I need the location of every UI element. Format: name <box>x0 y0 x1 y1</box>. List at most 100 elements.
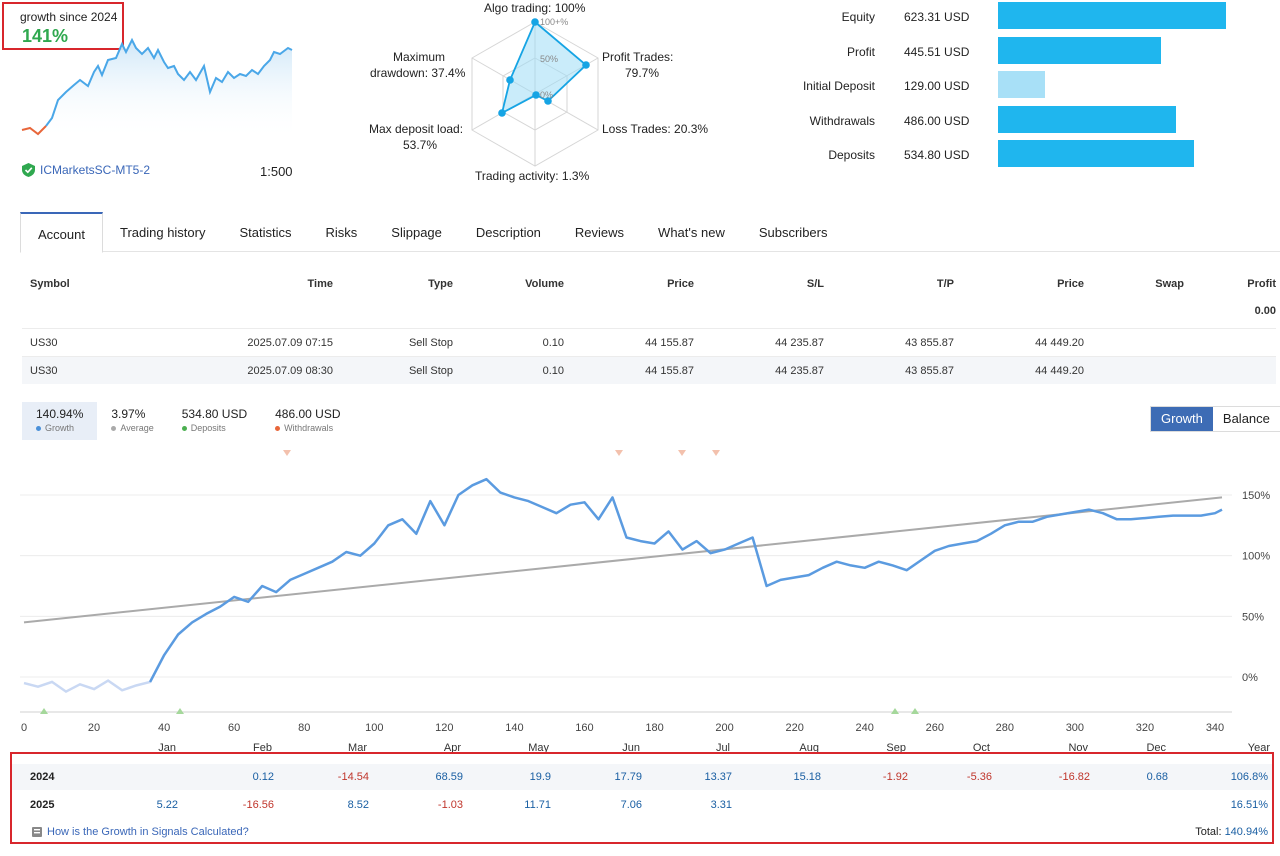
radar-label-algo: Algo trading: 100% <box>484 1 586 15</box>
tab-whats-new[interactable]: What's new <box>658 225 725 240</box>
tab-subscribers[interactable]: Subscribers <box>758 225 828 240</box>
x-tick-label: 40 <box>158 722 170 734</box>
month-value: 13.37 <box>704 771 732 783</box>
radar-label-drawdown-line1: Maximum <box>393 50 446 64</box>
month-value: 68.59 <box>435 771 463 783</box>
cell-symbol: US30 <box>30 337 58 349</box>
balance-value: 445.51 USD <box>904 45 970 59</box>
col-header-swap: Swap <box>1155 278 1184 290</box>
cell-type: Sell Stop <box>408 337 453 349</box>
x-tick-label: 260 <box>926 722 944 734</box>
x-tick-label: 180 <box>645 722 663 734</box>
month-header: Nov <box>1068 742 1088 754</box>
radar-point-loss <box>544 97 552 105</box>
radar-label-profit-trades-line2: 79.7% <box>625 66 660 80</box>
tab-account[interactable]: Account <box>20 212 103 253</box>
monthly-row-2025: 2025 5.22 -16.56 8.52 -1.03 11.71 7.06 3.31 16.… <box>12 792 1272 818</box>
mini-chart-line <box>45 37 293 127</box>
month-value: -1.92 <box>882 771 908 783</box>
table-row[interactable]: US30 2025.07.09 07:15 Sell Stop 0.10 44 … <box>22 328 1276 356</box>
chart-legend: 140.94% Growth 3.97% Average 534.80 USD … <box>22 402 354 440</box>
radar-label-deposit-load-line1: Max deposit load: <box>369 122 464 136</box>
x-tick-label: 200 <box>715 722 733 734</box>
cell-volume: 0.10 <box>542 337 564 349</box>
tab-trading-history[interactable]: Trading history <box>119 225 206 240</box>
col-header-time: Time <box>307 278 333 290</box>
legend-withdrawals[interactable]: 486.00 USD Withdrawals <box>261 402 354 440</box>
x-tick-label: 300 <box>1066 722 1084 734</box>
deposit-marker <box>891 708 899 714</box>
month-header: Feb <box>253 742 272 754</box>
balance-label: Deposits <box>828 148 875 162</box>
radar-point-algo <box>531 18 539 26</box>
legend-growth-value: 140.94% <box>36 407 84 421</box>
cell-volume: 0.10 <box>542 365 564 377</box>
month-value: -5.36 <box>966 771 992 783</box>
legend-average-label: Average <box>120 423 154 433</box>
growth-chart: 0 20 40 60 80 100 120 140 160 180 200 220 240 260 280 3… <box>20 450 1270 734</box>
deposit-marker <box>40 708 48 714</box>
radar-point-activity <box>532 91 540 99</box>
x-axis-ticks: 0 20 40 60 80 100 120 140 160 180 200 220 240 260 280 3… <box>21 722 1224 734</box>
month-value: 5.22 <box>156 799 178 811</box>
tab-statistics[interactable]: Statistics <box>239 225 292 240</box>
x-tick-label: 140 <box>505 722 523 734</box>
month-header: Jan <box>158 742 176 754</box>
col-header-price-current: Price <box>1057 278 1084 290</box>
legend-deposits[interactable]: 534.80 USD Deposits <box>168 402 261 440</box>
x-tick-label: 100 <box>365 722 383 734</box>
pending-orders-table: Symbol Time Type Volume Price S/L T/P Pr… <box>22 272 1276 384</box>
x-tick-label: 0 <box>21 722 27 734</box>
legend-average[interactable]: 3.97% Average <box>97 402 167 440</box>
legend-average-dot <box>111 425 117 431</box>
growth-value: 141% <box>22 26 69 46</box>
col-header-profit: Profit <box>1247 278 1276 290</box>
growth-toggle-button[interactable]: Growth <box>1151 407 1213 431</box>
growth-since-label: growth since 2024 <box>20 10 118 24</box>
x-tick-label: 120 <box>435 722 453 734</box>
balance-label: Profit <box>846 45 875 59</box>
legend-growth-dot <box>36 425 41 431</box>
month-header: Aug <box>799 742 819 754</box>
radar-point-deposit-load <box>498 109 506 117</box>
tab-risks[interactable]: Risks <box>325 225 358 240</box>
balance-bar <box>998 2 1227 29</box>
col-header-symbol: Symbol <box>30 278 70 290</box>
legend-growth[interactable]: 140.94% Growth <box>22 402 98 440</box>
year-label: 2025 <box>30 799 55 811</box>
table-header-row: Symbol Time Type Volume Price S/L T/P Pr… <box>22 272 1276 328</box>
year-total: 106.8% <box>1230 771 1268 783</box>
month-header: Apr <box>443 742 461 754</box>
tab-description[interactable]: Description <box>475 225 541 240</box>
table-row[interactable]: US30 2025.07.09 08:30 Sell Stop 0.10 44 … <box>22 356 1276 384</box>
month-value: -1.03 <box>437 799 463 811</box>
growth-calculation-link[interactable]: How is the Growth in Signals Calculated? <box>32 826 249 838</box>
tab-reviews[interactable]: Reviews <box>574 225 625 240</box>
average-line <box>23 496 1223 624</box>
chart-markers <box>40 450 919 714</box>
growth-highlight-box <box>2 2 124 50</box>
cell-price-current: 44 449.20 <box>1035 337 1084 349</box>
balance-label: Initial Deposit <box>802 79 875 93</box>
x-tick-label: 20 <box>88 722 100 734</box>
withdrawal-marker <box>712 450 720 456</box>
monthly-row-2024: 2024 0.12 -14.54 68.59 19.9 17.79 13.37 15.18 -… <box>12 764 1272 790</box>
balance-row-equity: Equity 623.31 USD <box>760 2 1260 32</box>
growth-line-initial <box>23 654 166 694</box>
radar-label-deposit-load-line2: 53.7% <box>403 138 438 152</box>
radar-chart: 100+% 50% 0% <box>471 17 599 167</box>
month-value: 8.52 <box>347 799 369 811</box>
radar-ring-label-50: 50% <box>540 54 558 64</box>
month-value: 3.31 <box>710 799 732 811</box>
year-total: 16.51% <box>1230 799 1268 811</box>
balance-toggle-button[interactable]: Balance <box>1222 411 1270 426</box>
legend-withdrawals-value: 486.00 USD <box>275 407 341 421</box>
deposit-marker <box>176 708 184 714</box>
broker-link[interactable]: ICMarketsSC-MT5-2 <box>22 163 150 177</box>
balance-row-profit: Profit 445.51 USD <box>760 37 1260 67</box>
month-header: May <box>528 742 549 754</box>
tab-slippage[interactable]: Slippage <box>391 225 442 240</box>
cell-sl: 44 235.87 <box>775 365 824 377</box>
x-tick-label: 240 <box>856 722 874 734</box>
legend-deposits-value: 534.80 USD <box>181 407 248 421</box>
